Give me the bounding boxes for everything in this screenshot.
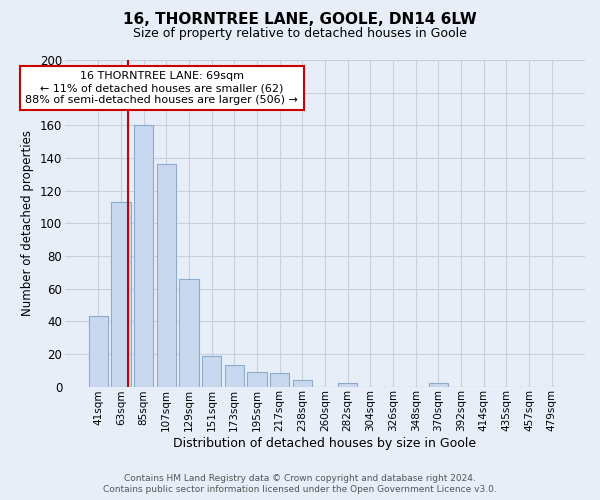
Bar [202,356,221,386]
Bar [224,366,244,386]
Bar [111,202,131,386]
Bar [134,126,153,386]
Bar [270,374,289,386]
Text: 16 THORNTREE LANE: 69sqm
← 11% of detached houses are smaller (62)
88% of semi-d: 16 THORNTREE LANE: 69sqm ← 11% of detach… [25,72,298,104]
Bar [179,279,199,386]
Y-axis label: Number of detached properties: Number of detached properties [21,130,34,316]
Bar [429,384,448,386]
Bar [293,380,312,386]
Text: Contains HM Land Registry data © Crown copyright and database right 2024.
Contai: Contains HM Land Registry data © Crown c… [103,474,497,494]
Bar [89,316,108,386]
Bar [157,164,176,386]
Text: 16, THORNTREE LANE, GOOLE, DN14 6LW: 16, THORNTREE LANE, GOOLE, DN14 6LW [123,12,477,28]
Bar [247,372,266,386]
Text: Size of property relative to detached houses in Goole: Size of property relative to detached ho… [133,28,467,40]
X-axis label: Distribution of detached houses by size in Goole: Distribution of detached houses by size … [173,437,476,450]
Bar [338,384,357,386]
